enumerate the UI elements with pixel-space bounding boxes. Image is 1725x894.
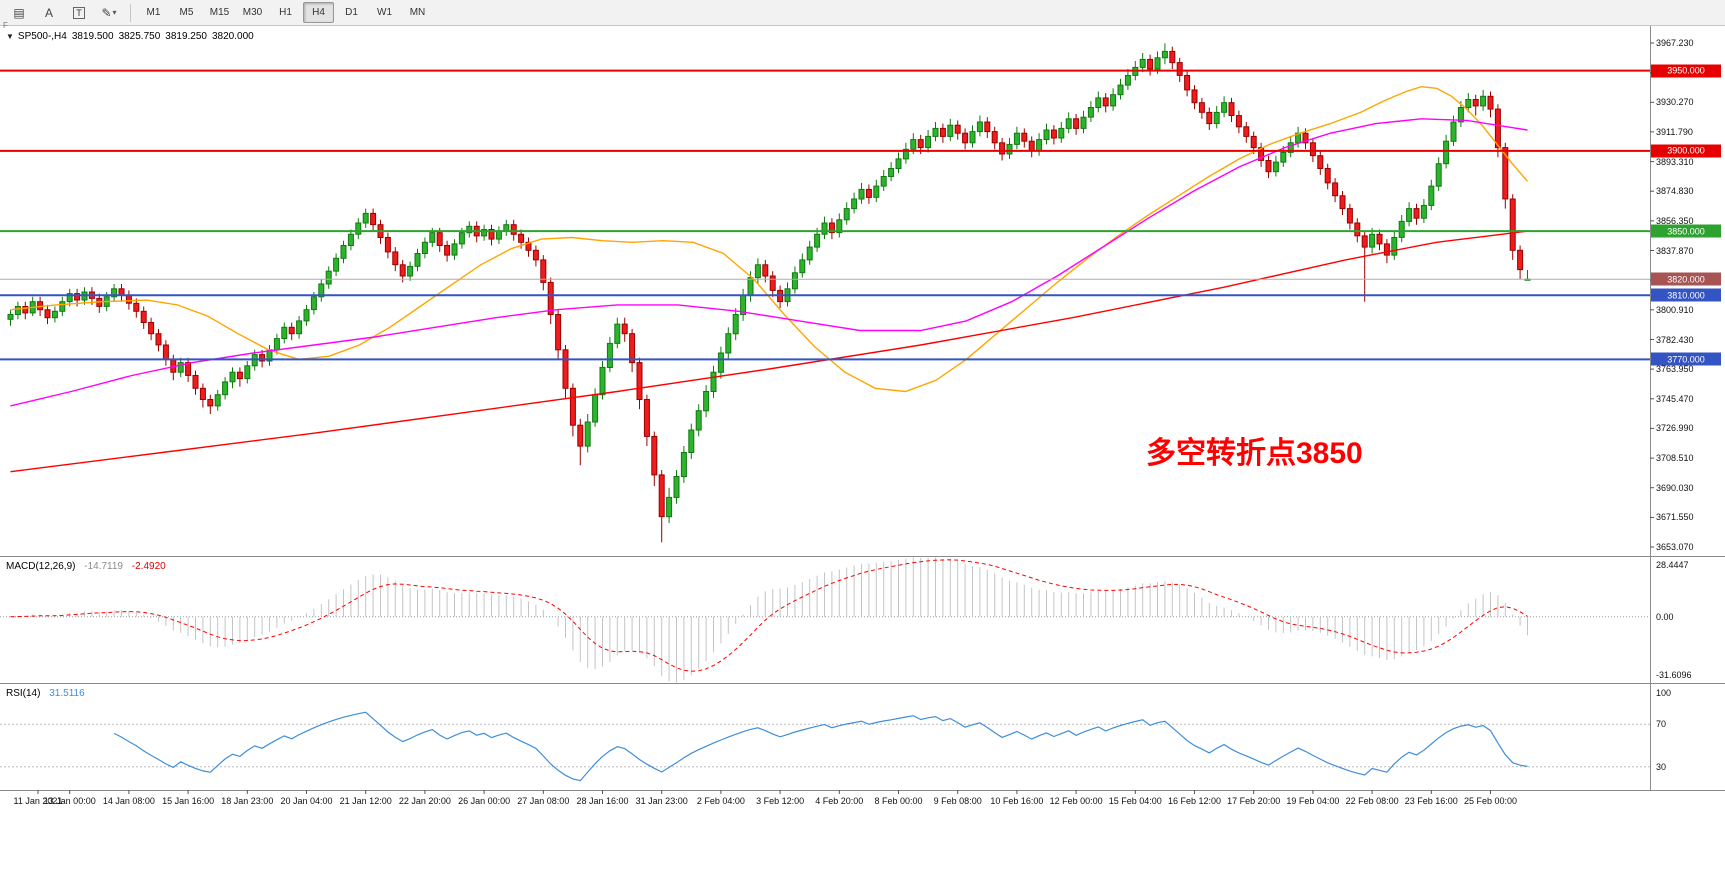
timeframe-m30-button[interactable]: M30 (242, 7, 263, 18)
timeframe-m1-button[interactable]: M1 (146, 7, 161, 18)
text-box-icon[interactable]: T (65, 2, 93, 24)
ma-slow-line (10, 230, 1528, 473)
draw-tool-icon[interactable]: ✎ ▾ (101, 5, 117, 20)
timeframe-d1-button[interactable]: D1 (345, 7, 358, 18)
ma-fast-line (10, 85, 1529, 393)
dropdown-caret-icon[interactable]: ▾ (112, 8, 117, 17)
ma-medium-line (10, 118, 1528, 407)
timeframe-mn-button[interactable]: MN (409, 7, 426, 18)
text-annotation-icon[interactable]: A (44, 5, 53, 20)
timeframe-h4-button[interactable]: H4 (303, 2, 334, 23)
timeframe-m5-button[interactable]: M5 (179, 7, 194, 18)
charts-grid-icon[interactable]: ▤ (13, 5, 25, 20)
candlestick-series (7, 43, 1531, 543)
macd-signal-line (10, 559, 1528, 672)
macd-histogram (17, 557, 1528, 683)
top-toolbar: ▤ A T ✎ ▾ M1 M5 M15 M30 H1 H4 D1 W1 MN (0, 0, 1725, 26)
timeframe-m15-button[interactable]: M15 (209, 7, 230, 18)
rsi-line (113, 711, 1528, 782)
timeframe-w1-button[interactable]: W1 (377, 7, 392, 18)
chart-canvas[interactable] (0, 26, 1725, 894)
timeframe-h1-button[interactable]: H1 (279, 7, 292, 18)
chart-window[interactable]: F ▼ SP500-,H4 3819.500 3825.750 3819.250 3820… (0, 21, 1725, 894)
toolbar-separator (130, 3, 131, 22)
